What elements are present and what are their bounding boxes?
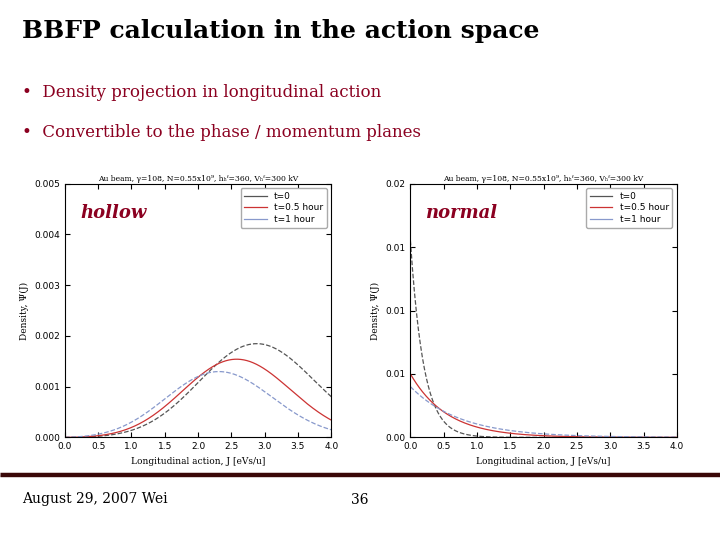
X-axis label: Longitudinal action, J [eVs/u]: Longitudinal action, J [eVs/u] bbox=[477, 457, 611, 466]
Text: August 29, 2007 Wei: August 29, 2007 Wei bbox=[22, 492, 167, 507]
X-axis label: Longitudinal action, J [eVs/u]: Longitudinal action, J [eVs/u] bbox=[131, 457, 265, 466]
Text: normal: normal bbox=[426, 204, 498, 222]
Text: •  Convertible to the phase / momentum planes: • Convertible to the phase / momentum pl… bbox=[22, 124, 420, 141]
Y-axis label: Density, Ψ(J): Density, Ψ(J) bbox=[19, 281, 29, 340]
Y-axis label: Density, Ψ(J): Density, Ψ(J) bbox=[371, 281, 380, 340]
Title: Au beam, γ=108, N=0.55x10⁹, hₕᶠ=360, Vₕᶠ=300 kV: Au beam, γ=108, N=0.55x10⁹, hₕᶠ=360, Vₕᶠ… bbox=[98, 175, 298, 183]
Text: BBFP calculation in the action space: BBFP calculation in the action space bbox=[22, 19, 539, 43]
Text: 36: 36 bbox=[351, 492, 369, 507]
Text: •  Density projection in longitudinal action: • Density projection in longitudinal act… bbox=[22, 84, 381, 100]
Text: hollow: hollow bbox=[81, 204, 147, 222]
Title: Au beam, γ=108, N=0.55x10⁹, hₕᶠ=360, Vₕᶠ=300 kV: Au beam, γ=108, N=0.55x10⁹, hₕᶠ=360, Vₕᶠ… bbox=[444, 175, 644, 183]
Legend: t=0, t=0.5 hour, t=1 hour: t=0, t=0.5 hour, t=1 hour bbox=[586, 188, 672, 228]
Legend: t=0, t=0.5 hour, t=1 hour: t=0, t=0.5 hour, t=1 hour bbox=[240, 188, 327, 228]
